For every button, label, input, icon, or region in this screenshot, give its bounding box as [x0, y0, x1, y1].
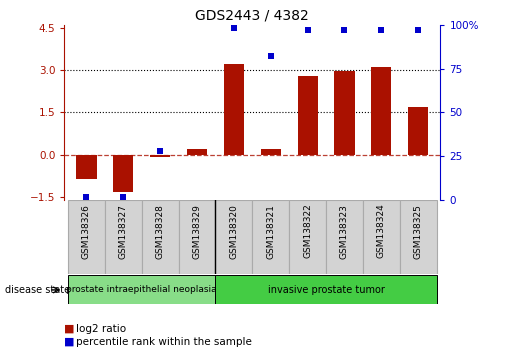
Bar	[187, 149, 207, 155]
Bar	[289, 200, 326, 274]
Text: GSM138329: GSM138329	[193, 204, 201, 259]
Text: prostate intraepithelial neoplasia: prostate intraepithelial neoplasia	[66, 285, 217, 295]
Text: GSM138328: GSM138328	[156, 204, 165, 259]
Bar	[68, 275, 215, 304]
Bar	[215, 275, 437, 304]
Bar	[105, 200, 142, 274]
Text: GSM138322: GSM138322	[303, 204, 312, 258]
Bar	[179, 200, 215, 274]
Text: GSM138321: GSM138321	[266, 204, 276, 259]
Bar	[326, 200, 363, 274]
Bar	[408, 107, 428, 155]
Text: GSM138325: GSM138325	[414, 204, 423, 259]
Bar	[363, 200, 400, 274]
Text: GSM138320: GSM138320	[229, 204, 238, 259]
Text: GSM138323: GSM138323	[340, 204, 349, 259]
Text: invasive prostate tumor: invasive prostate tumor	[268, 285, 385, 295]
Text: GSM138324: GSM138324	[377, 204, 386, 258]
Bar	[371, 67, 391, 155]
Text: percentile rank within the sample: percentile rank within the sample	[76, 337, 252, 347]
Bar	[298, 76, 318, 155]
Bar	[252, 200, 289, 274]
Bar	[215, 200, 252, 274]
Bar	[68, 200, 105, 274]
Bar	[334, 72, 355, 155]
Bar	[400, 200, 437, 274]
Bar	[113, 155, 133, 192]
Bar	[261, 149, 281, 155]
Bar	[142, 200, 179, 274]
Text: disease state: disease state	[5, 285, 70, 295]
Bar	[150, 155, 170, 157]
Title: GDS2443 / 4382: GDS2443 / 4382	[196, 8, 309, 22]
Bar	[76, 155, 97, 179]
Bar	[224, 64, 244, 155]
Text: ■: ■	[64, 337, 75, 347]
Text: ■: ■	[64, 324, 75, 333]
Text: log2 ratio: log2 ratio	[76, 324, 126, 333]
Text: GSM138326: GSM138326	[82, 204, 91, 259]
Text: GSM138327: GSM138327	[119, 204, 128, 259]
